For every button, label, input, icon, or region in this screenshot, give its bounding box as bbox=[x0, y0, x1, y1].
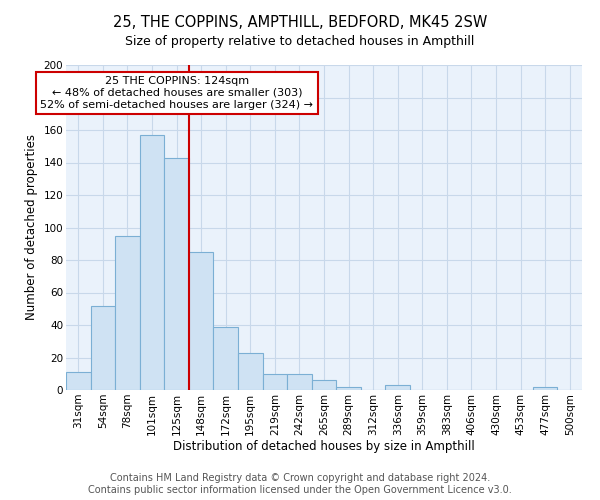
X-axis label: Distribution of detached houses by size in Ampthill: Distribution of detached houses by size … bbox=[173, 440, 475, 454]
Bar bbox=[238, 352, 263, 390]
Bar bbox=[263, 374, 287, 390]
Bar bbox=[533, 387, 557, 390]
Bar bbox=[66, 372, 91, 390]
Bar bbox=[91, 306, 115, 390]
Text: 25, THE COPPINS, AMPTHILL, BEDFORD, MK45 2SW: 25, THE COPPINS, AMPTHILL, BEDFORD, MK45… bbox=[113, 15, 487, 30]
Bar bbox=[115, 236, 140, 390]
Bar bbox=[140, 135, 164, 390]
Text: Contains HM Land Registry data © Crown copyright and database right 2024.
Contai: Contains HM Land Registry data © Crown c… bbox=[88, 474, 512, 495]
Bar bbox=[385, 385, 410, 390]
Bar bbox=[287, 374, 312, 390]
Text: 25 THE COPPINS: 124sqm
← 48% of detached houses are smaller (303)
52% of semi-de: 25 THE COPPINS: 124sqm ← 48% of detached… bbox=[40, 76, 313, 110]
Bar bbox=[189, 252, 214, 390]
Text: Size of property relative to detached houses in Ampthill: Size of property relative to detached ho… bbox=[125, 35, 475, 48]
Bar bbox=[164, 158, 189, 390]
Bar bbox=[312, 380, 336, 390]
Y-axis label: Number of detached properties: Number of detached properties bbox=[25, 134, 38, 320]
Bar bbox=[214, 326, 238, 390]
Bar bbox=[336, 387, 361, 390]
